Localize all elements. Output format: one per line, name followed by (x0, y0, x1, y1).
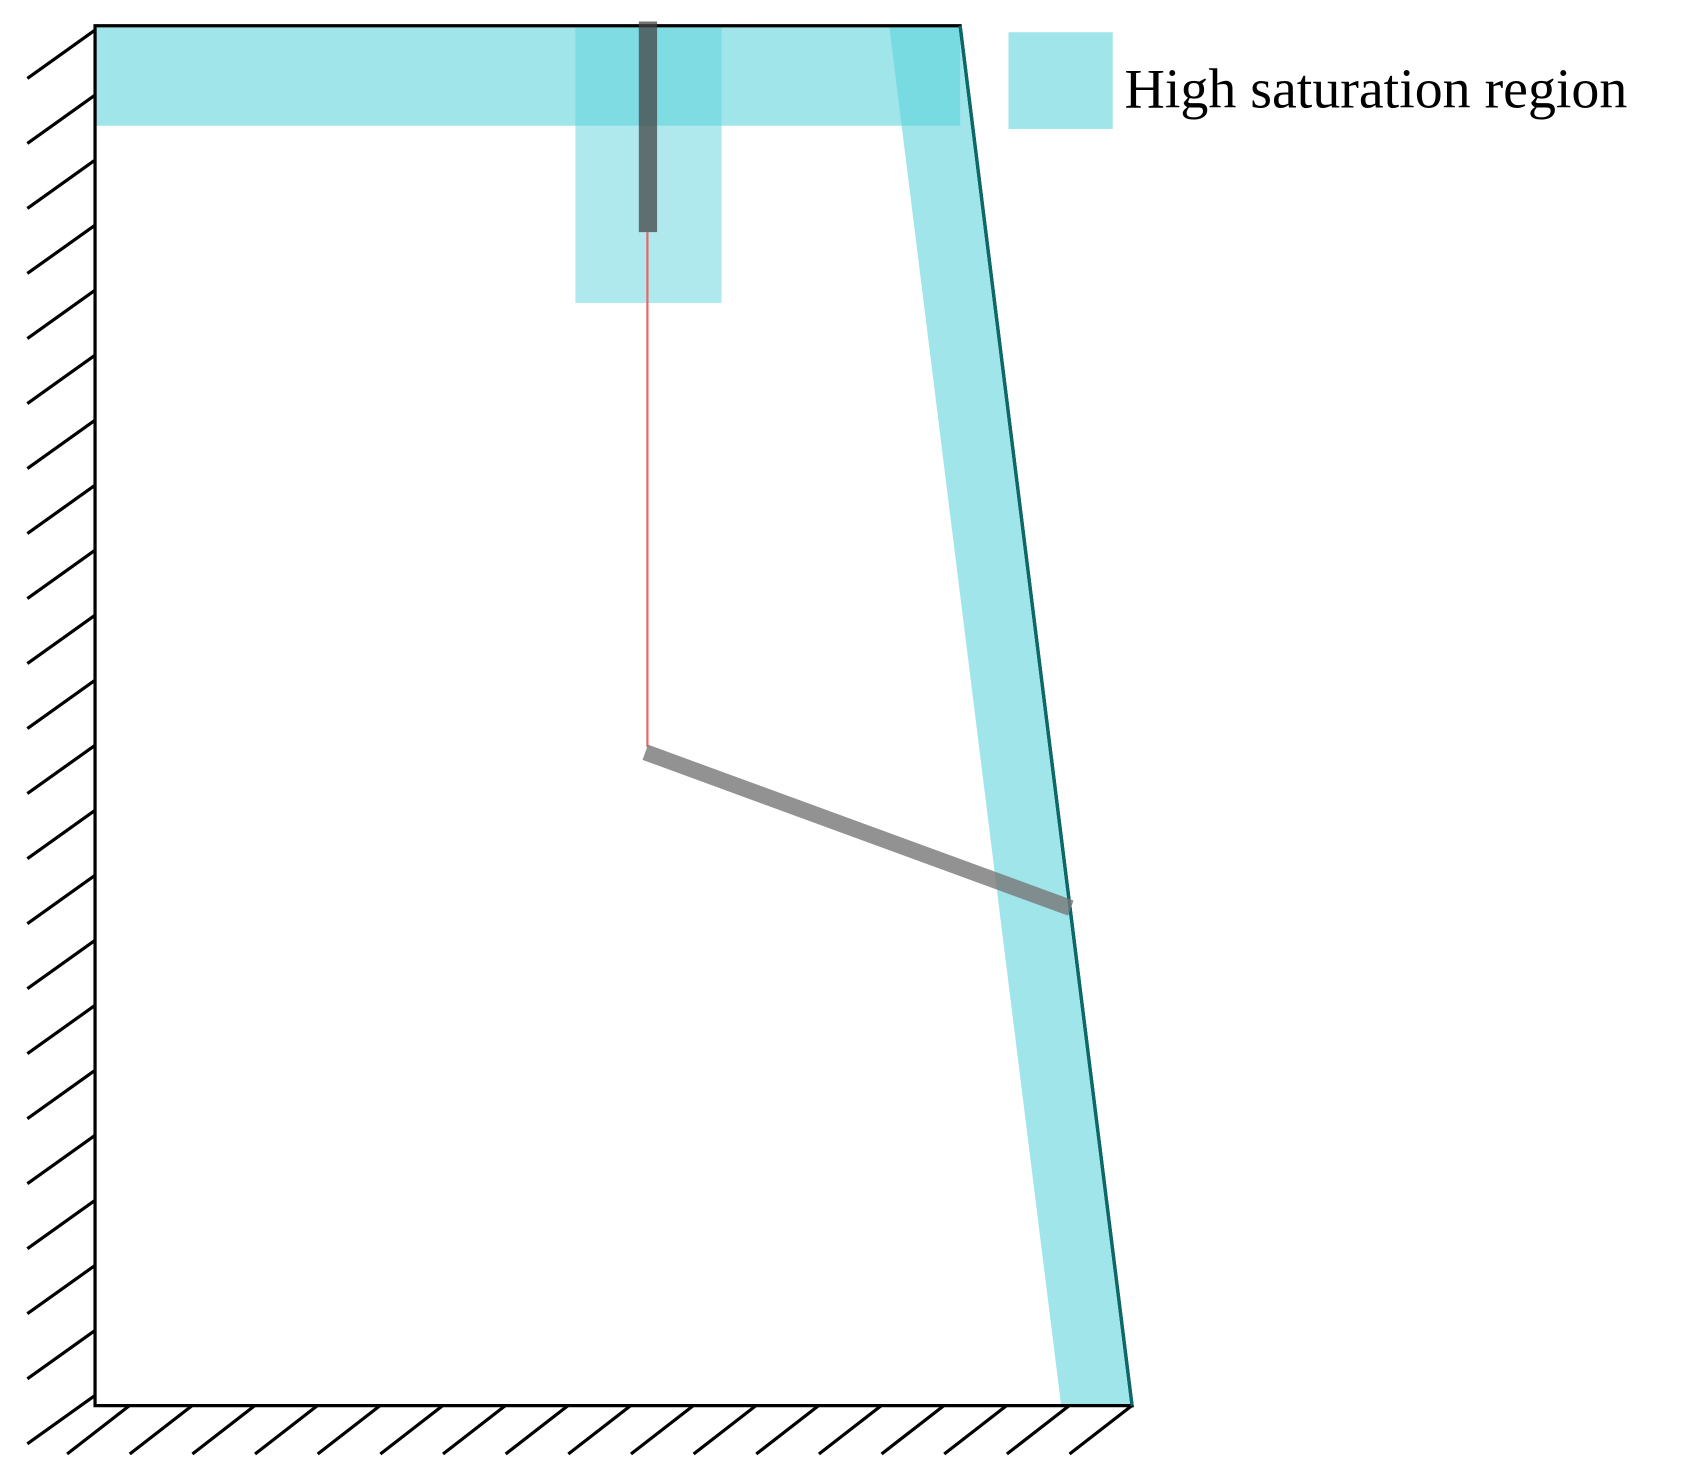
hatch-line (629, 1404, 695, 1456)
inclined-element (642, 744, 1074, 916)
hatch-line (26, 548, 96, 600)
saturation-band-top (95, 25, 961, 126)
hatch-line (128, 1404, 194, 1456)
slope-edge (958, 25, 1134, 1406)
hatch-line (26, 93, 96, 145)
legend-swatch (1008, 32, 1113, 129)
hatch-line (26, 158, 96, 210)
hatch-line (26, 483, 96, 535)
hatch-line (1005, 1404, 1071, 1456)
hatch-line (817, 1404, 883, 1456)
hatch-line (26, 288, 96, 340)
hatch-line (26, 353, 96, 405)
hatch-line (26, 1394, 96, 1446)
hatch-line (26, 1134, 96, 1186)
hatch-line (254, 1404, 319, 1456)
hatch-line (26, 1264, 96, 1316)
hatch-line (567, 1404, 632, 1456)
hatch-line (26, 28, 96, 80)
hatch-line (26, 1329, 96, 1381)
hatch-line (66, 1404, 131, 1456)
hatch-line (880, 1404, 945, 1456)
hatch-line (379, 1404, 444, 1456)
hatch-line (191, 1404, 256, 1456)
hatch-line (692, 1404, 757, 1456)
hatch-line (316, 1404, 382, 1456)
hatch-line (26, 743, 96, 795)
hatch-line (26, 1199, 96, 1251)
hatch-line (26, 938, 96, 990)
hatch-line (26, 1004, 96, 1055)
hatch-line (26, 613, 96, 665)
hatch-line (26, 873, 96, 925)
hatching (26, 28, 1133, 1456)
hatch-line (26, 223, 96, 275)
hatch-line (26, 418, 96, 470)
hatch-line (1068, 1404, 1133, 1456)
hatch-line (504, 1404, 569, 1456)
hatch-line (26, 808, 96, 860)
saturation-band-slope (889, 25, 1133, 1406)
hatch-line (755, 1404, 820, 1456)
vertical-element (638, 21, 658, 233)
hatch-line (26, 1069, 96, 1121)
hatch-line (26, 678, 96, 730)
legend-label: High saturation region (1125, 58, 1628, 120)
hatch-line (943, 1404, 1008, 1456)
hatch-line (442, 1404, 507, 1456)
